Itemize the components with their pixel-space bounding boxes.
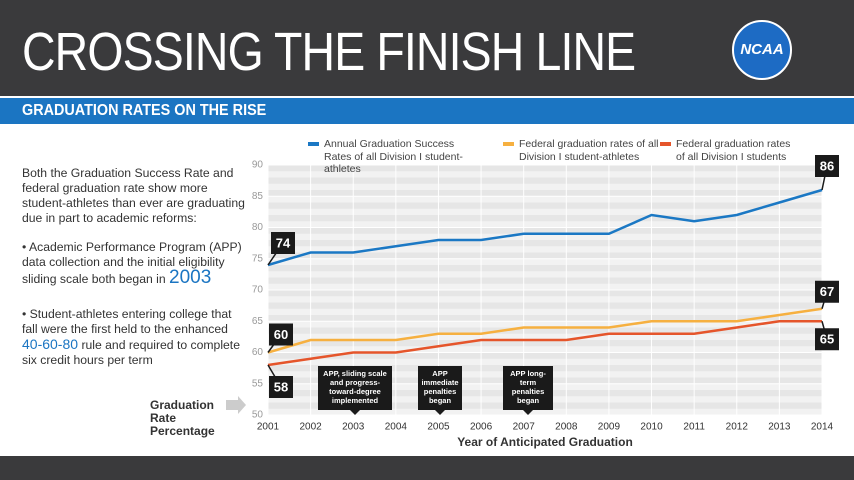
label-box [815, 280, 839, 303]
highlight: 2003 [169, 267, 212, 288]
stripe [268, 290, 822, 297]
data-label: 86 [820, 158, 834, 173]
stripe [268, 165, 822, 172]
x-tick-label: 2008 [555, 422, 578, 433]
x-tick-label: 2010 [640, 422, 663, 433]
label-box [271, 232, 295, 254]
annotation: APP, sliding scale and progress-toward-d… [318, 366, 392, 415]
series-line [267, 307, 823, 354]
stripe [268, 215, 822, 222]
stripe [268, 352, 822, 359]
x-tick-label: 2006 [470, 422, 493, 433]
bullet: • Academic Performance Program (APP) dat… [22, 240, 247, 287]
legend-label: Annual Graduation Success Rates of all D… [324, 138, 463, 175]
subtitle: GRADUATION RATES ON THE RISE [22, 102, 267, 119]
label-box [269, 376, 293, 398]
legend-item: Federal graduation rates of all Division… [503, 138, 673, 163]
stripe [268, 302, 822, 309]
text: • Student-athletes entering college that… [22, 307, 232, 336]
legend-label: Federal graduation rates of all Division… [519, 138, 659, 163]
highlight: 40-60-80 [22, 336, 79, 352]
stripe [268, 315, 822, 322]
y-tick-label: 55 [252, 378, 264, 389]
x-axis-label: Year of Anticipated Graduation [457, 435, 633, 449]
y-tick-label: 65 [252, 316, 264, 327]
legend-label: Federal graduation rates of all Division… [676, 138, 791, 163]
x-tick-label: 2001 [257, 422, 280, 433]
annotation: APP immediate penalties began [418, 366, 462, 415]
y-label-arrow [226, 396, 246, 414]
x-tick-label: 2009 [598, 422, 621, 433]
legend-item: Annual Graduation Success Rates of all D… [308, 138, 478, 176]
label-box [815, 155, 839, 177]
stripe [268, 240, 822, 247]
annotation: APP long-term penalties began [503, 366, 553, 415]
x-tick-label: 2012 [726, 422, 749, 433]
stripe [268, 265, 822, 272]
x-tick-label: 2004 [385, 422, 408, 433]
y-tick-label: 80 [252, 222, 264, 233]
stripe [268, 227, 822, 234]
data-label: 67 [820, 284, 834, 299]
stripe [268, 252, 822, 259]
logo: NCAA [732, 20, 792, 80]
intro: Both the Graduation Success Rate and fed… [22, 166, 245, 225]
x-tick-label: 2014 [811, 422, 834, 433]
series-line [267, 320, 822, 367]
data-label: 60 [274, 327, 288, 342]
header: CROSSING THE FINISH LINE NCAA [0, 0, 854, 96]
y-tick-label: 50 [252, 410, 264, 421]
swatch [308, 142, 319, 146]
y-tick-label: 90 [252, 160, 264, 171]
y-tick-label: 75 [252, 253, 264, 264]
series-line [267, 188, 823, 267]
stripe [268, 340, 822, 347]
footer [0, 456, 854, 480]
data-label: 74 [276, 235, 291, 250]
stripe [268, 177, 822, 184]
text: rule and required to complete six credit… [22, 338, 240, 367]
y-tick-label: 60 [252, 347, 264, 358]
y-axis-label: Graduation Rate Percentage [150, 398, 215, 438]
stripe [268, 327, 822, 334]
swatch [503, 142, 514, 146]
x-tick-label: 2002 [299, 422, 322, 433]
swatch [660, 142, 671, 146]
banner: GRADUATION RATES ON THE RISE [0, 98, 854, 124]
bullet: • Student-athletes entering college that… [22, 307, 247, 368]
data-label: 65 [820, 332, 834, 347]
label-box [815, 328, 839, 351]
label-box [269, 323, 293, 346]
stripe [268, 277, 822, 284]
stripe [268, 190, 822, 197]
data-label: 58 [274, 379, 288, 394]
stripe [268, 202, 822, 209]
x-tick-label: 2011 [683, 422, 705, 433]
y-tick-label: 70 [252, 285, 264, 296]
x-tick-label: 2007 [513, 422, 536, 433]
text: • Academic Performance Program (APP) dat… [22, 240, 242, 286]
x-tick-label: 2013 [768, 422, 791, 433]
legend-item: Federal graduation rates of all Division… [660, 138, 800, 163]
x-tick-label: 2005 [427, 422, 450, 433]
y-tick-label: 85 [252, 191, 264, 202]
title: CROSSING THE FINISH LINE [22, 22, 636, 82]
x-tick-label: 2003 [342, 422, 365, 433]
